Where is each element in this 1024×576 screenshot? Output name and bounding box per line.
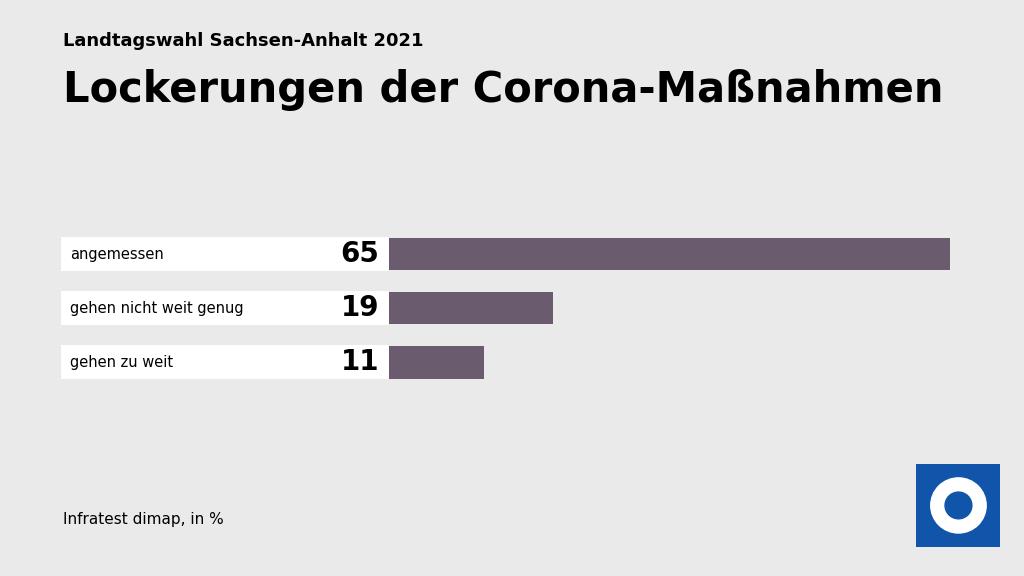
Circle shape bbox=[945, 492, 972, 519]
FancyBboxPatch shape bbox=[61, 346, 389, 379]
Bar bbox=[389, 346, 484, 378]
FancyBboxPatch shape bbox=[61, 237, 389, 271]
Text: Landtagswahl Sachsen-Anhalt 2021: Landtagswahl Sachsen-Anhalt 2021 bbox=[63, 32, 424, 50]
Text: Infratest dimap, in %: Infratest dimap, in % bbox=[63, 512, 224, 527]
Text: gehen nicht weit genug: gehen nicht weit genug bbox=[70, 301, 244, 316]
FancyBboxPatch shape bbox=[61, 291, 389, 325]
Text: 65: 65 bbox=[340, 240, 379, 268]
FancyBboxPatch shape bbox=[913, 460, 1004, 551]
Text: gehen zu weit: gehen zu weit bbox=[70, 355, 173, 370]
Circle shape bbox=[931, 478, 986, 533]
Text: 19: 19 bbox=[340, 294, 379, 322]
Text: angemessen: angemessen bbox=[70, 247, 164, 262]
Bar bbox=[389, 238, 950, 270]
Bar bbox=[389, 292, 553, 324]
Circle shape bbox=[953, 479, 964, 488]
Text: 11: 11 bbox=[340, 348, 379, 376]
Text: Lockerungen der Corona-Maßnahmen: Lockerungen der Corona-Maßnahmen bbox=[63, 69, 944, 111]
